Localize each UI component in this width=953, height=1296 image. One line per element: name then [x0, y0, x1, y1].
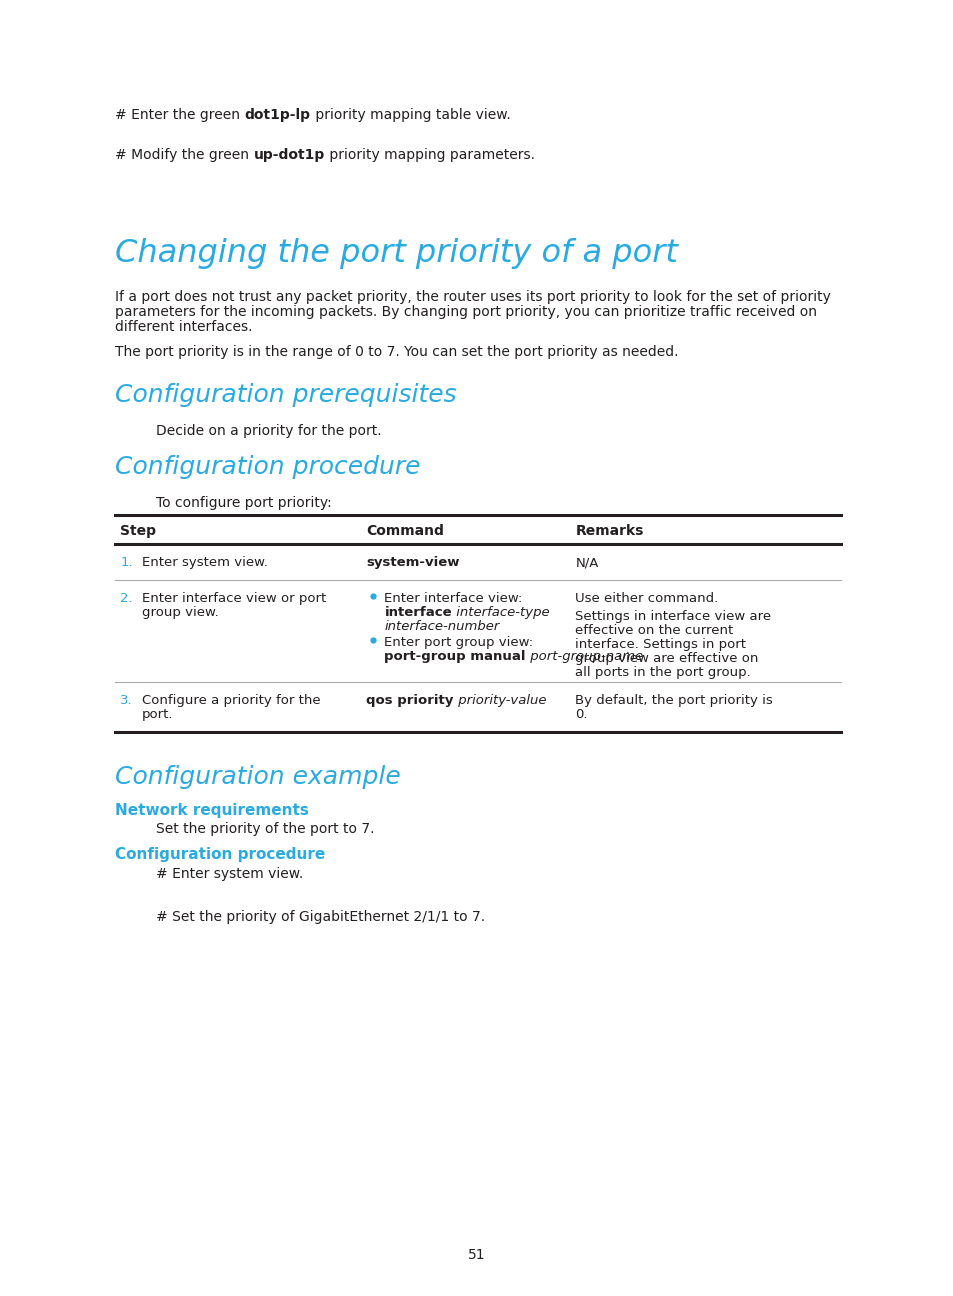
- Text: Changing the port priority of a port: Changing the port priority of a port: [115, 238, 678, 270]
- Text: Configuration procedure: Configuration procedure: [115, 455, 420, 480]
- Text: To configure port priority:: To configure port priority:: [155, 496, 331, 511]
- Text: interface: interface: [384, 607, 452, 619]
- Text: Enter port group view:: Enter port group view:: [384, 636, 533, 649]
- Text: # Enter system view.: # Enter system view.: [155, 867, 302, 881]
- Text: Set the priority of the port to 7.: Set the priority of the port to 7.: [155, 822, 374, 836]
- Text: Enter interface view:: Enter interface view:: [384, 592, 522, 605]
- Text: Network requirements: Network requirements: [115, 804, 309, 818]
- Text: By default, the port priority is: By default, the port priority is: [575, 693, 772, 708]
- Text: qos priority: qos priority: [366, 693, 454, 708]
- Text: port-group-name: port-group-name: [525, 651, 642, 664]
- Text: Settings in interface view are: Settings in interface view are: [575, 610, 771, 623]
- Text: Enter system view.: Enter system view.: [142, 556, 268, 569]
- Text: 0.: 0.: [575, 708, 587, 721]
- Text: 51: 51: [468, 1248, 485, 1262]
- Text: different interfaces.: different interfaces.: [115, 320, 253, 334]
- Text: If a port does not trust any packet priority, the router uses its port priority : If a port does not trust any packet prio…: [115, 290, 830, 305]
- Text: Configuration procedure: Configuration procedure: [115, 848, 325, 862]
- Text: Configure a priority for the: Configure a priority for the: [142, 693, 320, 708]
- Text: priority mapping parameters.: priority mapping parameters.: [325, 148, 535, 162]
- Text: # Modify the green: # Modify the green: [115, 148, 253, 162]
- Text: 1.: 1.: [120, 556, 132, 569]
- Text: # Set the priority of GigabitEthernet 2/1/1 to 7.: # Set the priority of GigabitEthernet 2/…: [155, 910, 484, 924]
- Text: effective on the current: effective on the current: [575, 623, 733, 638]
- Text: up-dot1p: up-dot1p: [253, 148, 325, 162]
- Text: Configuration example: Configuration example: [115, 765, 401, 789]
- Text: 2.: 2.: [120, 592, 132, 605]
- Text: priority mapping table view.: priority mapping table view.: [311, 108, 510, 122]
- Text: group view.: group view.: [142, 607, 218, 619]
- Text: group view are effective on: group view are effective on: [575, 652, 758, 665]
- Text: interface-type: interface-type: [452, 607, 549, 619]
- Text: interface-number: interface-number: [384, 619, 499, 632]
- Text: Enter interface view or port: Enter interface view or port: [142, 592, 326, 605]
- Text: system-view: system-view: [366, 556, 459, 569]
- Text: Command: Command: [366, 524, 444, 538]
- Text: interface. Settings in port: interface. Settings in port: [575, 638, 745, 651]
- Text: The port priority is in the range of 0 to 7. You can set the port priority as ne: The port priority is in the range of 0 t…: [115, 345, 679, 359]
- Text: Configuration prerequisites: Configuration prerequisites: [115, 384, 456, 407]
- Text: 3.: 3.: [120, 693, 132, 708]
- Text: Use either command.: Use either command.: [575, 592, 718, 605]
- Text: parameters for the incoming packets. By changing port priority, you can prioriti: parameters for the incoming packets. By …: [115, 305, 817, 319]
- Text: Step: Step: [120, 524, 156, 538]
- Text: all ports in the port group.: all ports in the port group.: [575, 666, 750, 679]
- Text: Decide on a priority for the port.: Decide on a priority for the port.: [155, 424, 381, 438]
- Text: Remarks: Remarks: [575, 524, 643, 538]
- Text: port-group manual: port-group manual: [384, 651, 525, 664]
- Text: N/A: N/A: [575, 556, 598, 569]
- Text: # Enter the green: # Enter the green: [115, 108, 245, 122]
- Text: dot1p-lp: dot1p-lp: [245, 108, 311, 122]
- Text: priority-value: priority-value: [454, 693, 546, 708]
- Text: port.: port.: [142, 708, 173, 721]
